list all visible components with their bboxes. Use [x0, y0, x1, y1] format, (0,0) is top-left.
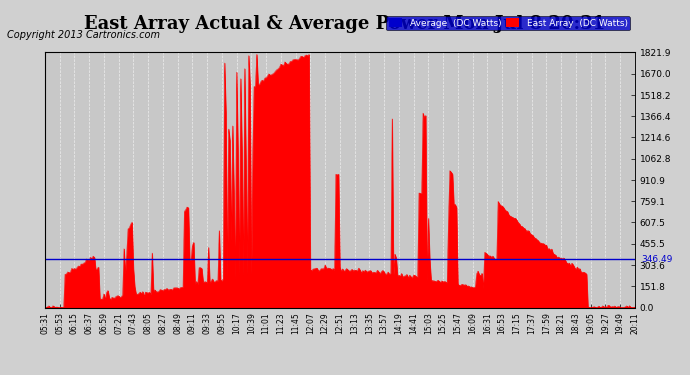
Text: 346.49: 346.49	[642, 255, 673, 264]
Legend: Average  (DC Watts), East Array  (DC Watts): Average (DC Watts), East Array (DC Watts…	[386, 16, 630, 30]
Text: East Array Actual & Average Power Mon Jul 8 20:31: East Array Actual & Average Power Mon Ju…	[84, 15, 606, 33]
Text: Copyright 2013 Cartronics.com: Copyright 2013 Cartronics.com	[7, 30, 160, 40]
